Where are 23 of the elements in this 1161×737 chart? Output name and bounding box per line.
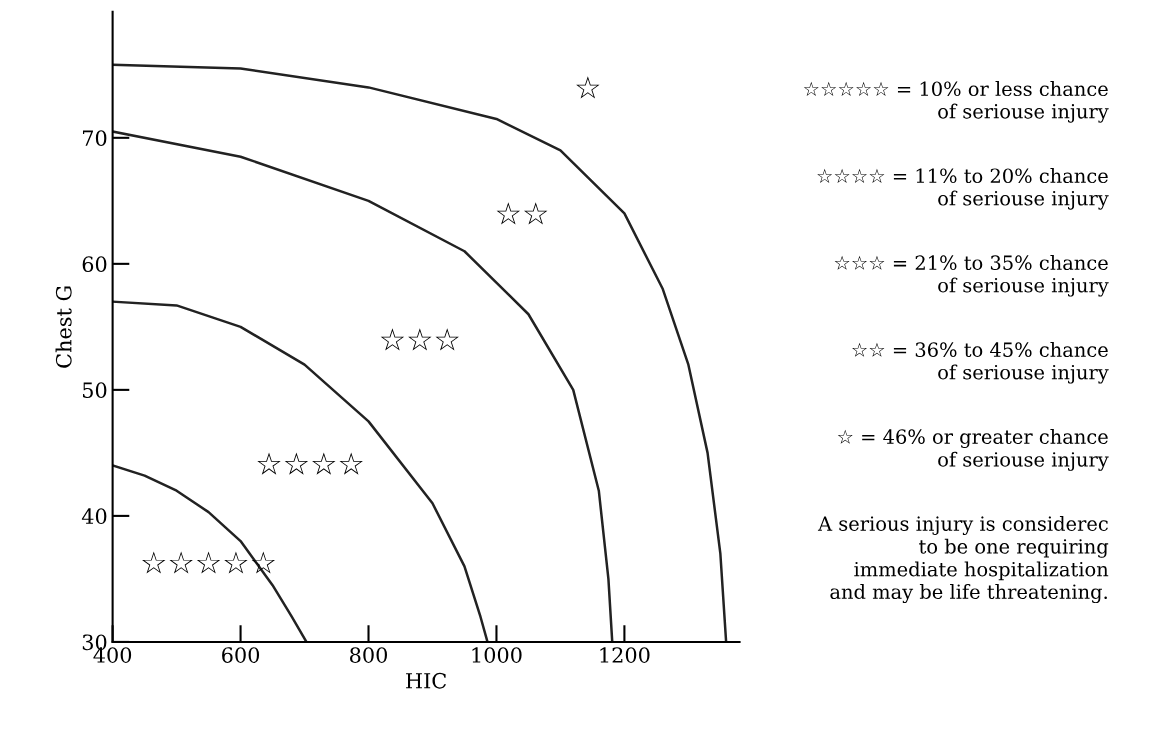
x-tick-label: 1200	[600, 647, 650, 663]
y-axis-title: Chest G	[55, 286, 72, 368]
line-series	[112, 300, 489, 642]
annotation: ☆☆	[496, 202, 548, 225]
text: A serious injury is considerec to be one requiring immediate hospitalization and may be life threatening.	[817, 515, 1109, 604]
text: ☆☆ = 36% to 45% chance of seriouse injury	[852, 341, 1109, 384]
text: ☆ = 46% or greater chance of seriouse injury	[837, 428, 1109, 471]
y-tick-label: 50	[83, 382, 107, 399]
text: ☆☆☆ = 21% to 35% chance of seriouse injury	[834, 255, 1109, 297]
x-tick-label: 1000	[472, 647, 522, 663]
line-series	[112, 130, 614, 642]
annotation: ☆☆☆	[380, 328, 459, 351]
x-tick-label: 800	[350, 647, 388, 663]
y-tick-label: 60	[82, 256, 107, 273]
y-tick-label: 40	[81, 508, 107, 525]
annotation: ☆☆☆☆	[257, 452, 363, 475]
y-tick-label: 70	[83, 130, 107, 147]
text: ☆☆☆☆ = 11% to 20% chance of seriouse injury	[817, 168, 1109, 210]
x-tick-label: 600	[222, 647, 260, 663]
text: ☆☆☆☆☆ = 10% or less chance of seriouse injury	[803, 81, 1109, 123]
annotation: ☆	[576, 76, 600, 99]
line-series	[112, 63, 728, 642]
x-axis-title: HIC	[406, 672, 447, 689]
